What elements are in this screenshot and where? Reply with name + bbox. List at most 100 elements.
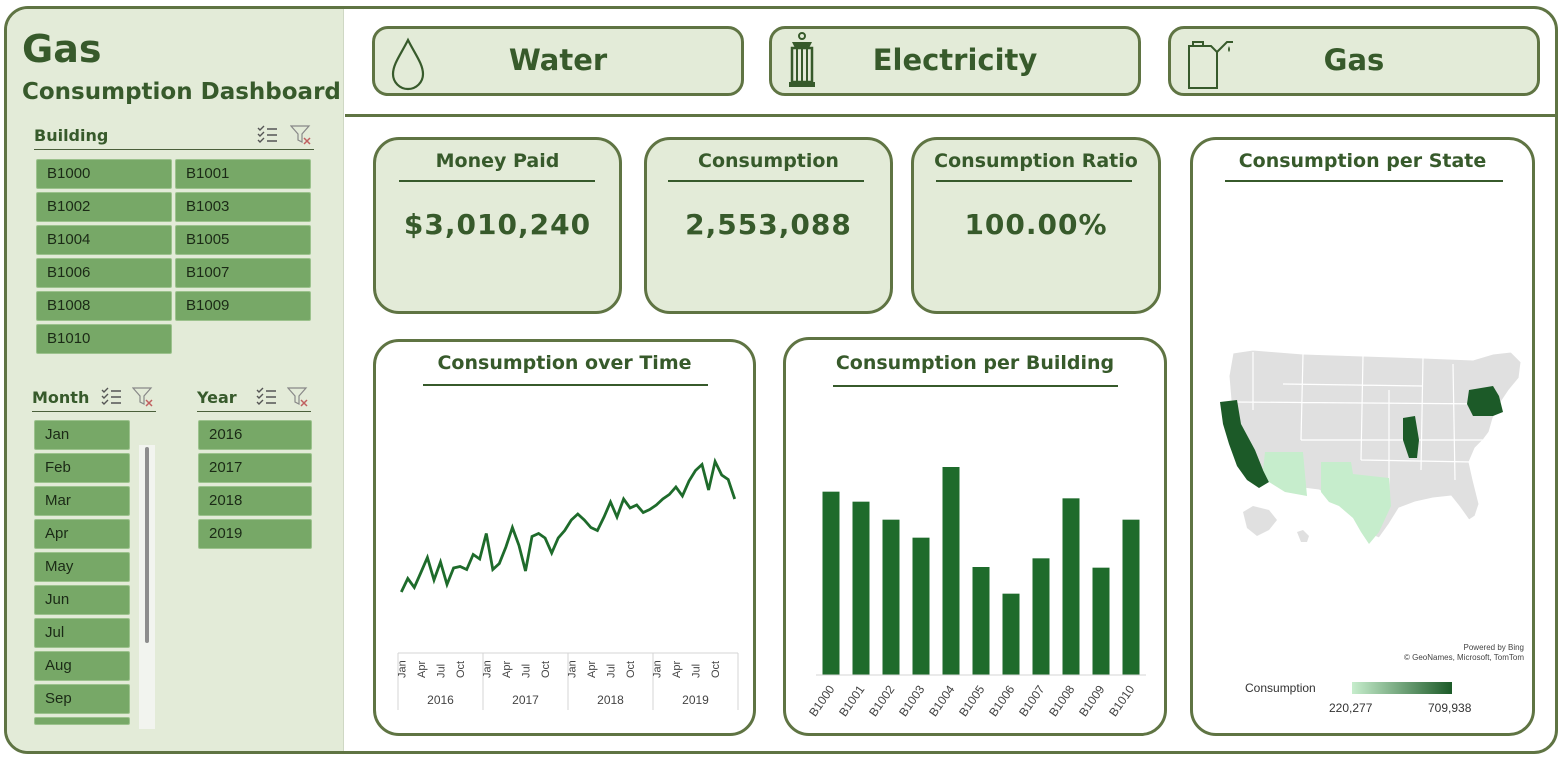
building-slicer-title: Building [34, 126, 109, 145]
x-category-label: B1005 [956, 682, 988, 719]
bar-b1000[interactable] [822, 491, 840, 675]
x-category-label: B1004 [926, 682, 958, 719]
x-category-label: B1007 [1016, 682, 1048, 719]
year-slicer-title: Year [197, 388, 237, 407]
tab-electricity[interactable]: Electricity [769, 26, 1141, 96]
tab-water[interactable]: Water [372, 26, 744, 96]
slicer-building-b1005[interactable]: B1005 [175, 225, 311, 255]
clear-filter-icon[interactable] [287, 386, 309, 408]
x-month-tick: Jan [566, 660, 578, 678]
line-chart: 2016 Jan Apr Jul Oct 2017 Jan Apr Jul Oct 2018 Jan A… [396, 457, 739, 710]
bar-b1010[interactable] [1122, 519, 1140, 675]
state-texas[interactable] [1321, 462, 1391, 544]
month-slicer-scrollbar[interactable] [139, 445, 155, 729]
chart-title: Consumption per State [1238, 150, 1487, 172]
bar-b1003[interactable] [912, 537, 930, 675]
sidebar-divider [343, 9, 344, 751]
multi-select-icon[interactable] [100, 386, 122, 408]
x-month-tick: Apr [501, 661, 513, 678]
state-new-york[interactable] [1467, 386, 1503, 416]
state-alaska[interactable] [1243, 506, 1277, 536]
state-california[interactable] [1220, 400, 1269, 488]
sidebar: Gas Consumption Dashboard Building B1000… [7, 9, 343, 751]
x-month-tick: Oct [710, 661, 722, 678]
us-map[interactable] [1193, 140, 1532, 733]
x-category-label: B1003 [896, 682, 928, 719]
bar-b1004[interactable] [942, 467, 960, 675]
multi-select-icon[interactable] [256, 124, 278, 146]
app-subtitle: Consumption Dashboard [22, 79, 341, 105]
slicer-year-2019[interactable]: 2019 [198, 519, 312, 549]
title-rule [1225, 180, 1503, 182]
slicer-year-2017[interactable]: 2017 [198, 453, 312, 483]
bar-chart: B1000B1001B1002B1003B1004B1005B1006B1007… [806, 467, 1146, 719]
tab-gas[interactable]: Gas [1168, 26, 1540, 96]
slicer-building-b1006[interactable]: B1006 [36, 258, 172, 288]
x-month-tick: Oct [455, 661, 467, 678]
state-hawaii[interactable] [1297, 530, 1309, 542]
clear-filter-icon[interactable] [132, 386, 154, 408]
clear-filter-icon[interactable] [290, 124, 312, 146]
slicer-building-b1001[interactable]: B1001 [175, 159, 311, 189]
slicer-month-feb[interactable]: Feb [34, 453, 130, 483]
tab-gas-label: Gas [1323, 43, 1385, 77]
water-drop-icon [391, 37, 425, 91]
slicer-building-b1002[interactable]: B1002 [36, 192, 172, 222]
x-year-label: 2017 [512, 693, 539, 707]
map-legend-gradient [1352, 682, 1452, 694]
slicer-month-jan[interactable]: Jan [34, 420, 130, 450]
multi-select-icon[interactable] [255, 386, 277, 408]
state-illinois[interactable] [1403, 416, 1419, 458]
chart-title: Consumption over Time [437, 352, 692, 374]
app-title: Gas [22, 27, 102, 71]
bar-b1001[interactable] [852, 501, 870, 675]
x-year-label: 2019 [682, 693, 709, 707]
bar-b1009[interactable] [1092, 567, 1110, 675]
bar-b1007[interactable] [1032, 558, 1050, 675]
slicer-building-b1009[interactable]: B1009 [175, 291, 311, 321]
slicer-month-apr[interactable]: Apr [34, 519, 130, 549]
x-month-tick: Jul [606, 664, 618, 678]
slicer-month-jun[interactable]: Jun [34, 585, 130, 615]
kpi-consumption-value: 2,553,088 [685, 208, 852, 241]
slicer-building-b1003[interactable]: B1003 [175, 192, 311, 222]
map-legend-label: Consumption [1245, 681, 1316, 695]
x-month-tick: Jan [481, 660, 493, 678]
x-month-tick: Oct [625, 661, 637, 678]
slicer-building-b1010[interactable]: B1010 [36, 324, 172, 354]
kpi-ratio-title: Consumption Ratio [934, 150, 1138, 172]
lantern-icon [789, 32, 815, 87]
slicer-building-b1007[interactable]: B1007 [175, 258, 311, 288]
bar-b1005[interactable] [972, 567, 990, 675]
slicer-building-b1004[interactable]: B1004 [36, 225, 172, 255]
tab-electricity-label: Electricity [872, 43, 1038, 77]
slicer-month-aug[interactable]: Aug [34, 651, 130, 681]
consumption-per-state-card: Consumption per State Powered by Bing © … [1190, 137, 1535, 736]
title-rule [423, 384, 708, 386]
x-month-tick: Apr [586, 661, 598, 678]
kpi-money-paid-value: $3,010,240 [403, 208, 592, 241]
slicer-building-b1008[interactable]: B1008 [36, 291, 172, 321]
slicer-month-sep[interactable]: Sep [34, 684, 130, 714]
x-month-tick: Oct [540, 661, 552, 678]
x-month-tick: Apr [416, 661, 428, 678]
x-month-tick: Jul [521, 664, 533, 678]
kpi-consumption: Consumption 2,553,088 [644, 137, 893, 314]
slicer-month-partial[interactable] [34, 717, 130, 725]
kpi-consumption-title: Consumption [698, 150, 839, 172]
x-month-tick: Jul [436, 664, 448, 678]
x-category-label: B1009 [1076, 682, 1108, 719]
scrollbar-thumb[interactable] [145, 447, 149, 643]
slicer-building-b1000[interactable]: B1000 [36, 159, 172, 189]
state-arizona[interactable] [1263, 452, 1307, 496]
slicer-month-mar[interactable]: Mar [34, 486, 130, 516]
bar-b1002[interactable] [882, 519, 900, 675]
x-category-label: B1008 [1046, 682, 1078, 719]
slicer-year-2018[interactable]: 2018 [198, 486, 312, 516]
slicer-year-2016[interactable]: 2016 [198, 420, 312, 450]
slicer-month-may[interactable]: May [34, 552, 130, 582]
slicer-month-jul[interactable]: Jul [34, 618, 130, 648]
bar-b1006[interactable] [1002, 593, 1020, 675]
title-rule [399, 180, 595, 182]
bar-b1008[interactable] [1062, 498, 1080, 675]
